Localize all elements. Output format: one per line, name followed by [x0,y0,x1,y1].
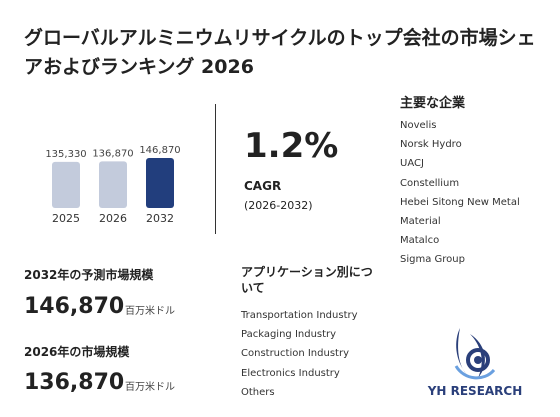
forecast-size-label: 2032年の予測市場規模 [24,268,154,282]
key-players-title: 主要な企業 [400,96,466,111]
applications-list: Transportation Industry Packaging Indust… [241,306,358,402]
application-item: Others [241,386,275,398]
current-size-unit: 百万米ドル [125,382,175,393]
page-title: グローバルアルミニウムリサイクルのトップ会社の市場シェアおよびランキング 202… [24,27,536,78]
applications-title: アプリケーション別について [241,265,373,295]
player-item: UACJ [400,158,424,170]
x-tick-label: 2032 [146,212,174,225]
player-item: Hebei Sitong New Metal [400,196,520,208]
bar-2025 [52,161,80,208]
logo-wordmark: YH RESEARCH [427,384,523,398]
cagr-period: (2026-2032) [244,199,313,212]
forecast-size-unit: 百万米ドル [125,306,175,317]
current-size-label: 2026年の市場規模 [24,345,130,359]
current-size-value: 136,870 [24,370,125,395]
player-item: Material [400,216,441,228]
yh-research-logo [454,328,496,380]
bar-value-label: 136,870 [92,148,133,159]
key-players-list: Novelis Norsk Hydro UACJ Constellium Heb… [400,116,520,270]
logo-emblem-icon [454,328,496,380]
player-item: Sigma Group [400,254,465,266]
application-item: Electronics Industry [241,367,340,379]
cagr-value: 1.2% [244,126,339,166]
market-size-bar-chart: 135,330 2025 136,870 2026 146,870 2032 [45,145,180,225]
cagr-label: CAGR [244,179,282,193]
application-item: Construction Industry [241,348,349,360]
bar-2032 [146,158,174,208]
bar-value-label: 135,330 [45,149,86,160]
x-tick-label: 2025 [52,212,80,225]
player-item: Norsk Hydro [400,139,462,151]
player-item: Novelis [400,120,437,131]
player-item: Constellium [400,177,460,189]
vertical-divider [215,104,216,234]
bar-value-label: 146,870 [139,145,180,156]
player-item: Matalco [400,235,440,247]
x-tick-label: 2026 [99,212,127,225]
application-item: Transportation Industry [241,310,358,321]
application-item: Packaging Industry [241,329,337,341]
forecast-size-value: 146,870 [24,294,125,319]
bar-2026 [99,161,127,208]
